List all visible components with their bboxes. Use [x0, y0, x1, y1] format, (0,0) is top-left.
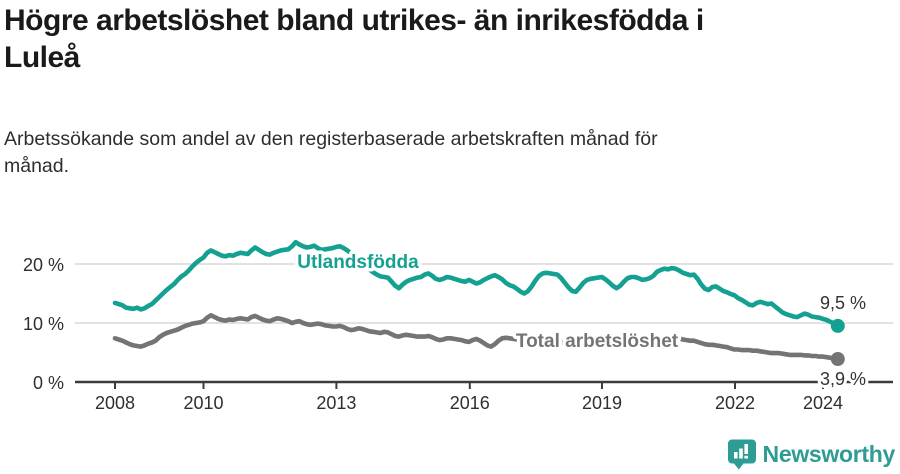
y-tick-10: 10 % [23, 314, 64, 334]
chart-subtitle: Arbetssökande som andel av den registerb… [4, 126, 764, 180]
end-dot-total [830, 352, 845, 366]
end-value-utlandsfodda: 9,5 % [820, 293, 866, 313]
chart-subtitle-line2: månad. [4, 155, 70, 177]
line-utlandsfodda [112, 239, 841, 329]
x-axis-ticks [114, 382, 824, 389]
newsworthy-logo[interactable]: Newsworthy [727, 439, 896, 470]
x-tick-2008: 2008 [95, 393, 135, 413]
chart-title: Högre arbetslöshet bland utrikes- än inr… [4, 2, 896, 76]
series-label-total-arbetsloshet: Total arbetslöshet [516, 331, 679, 352]
series-label-utlandsfodda: Utlandsfödda [297, 252, 419, 273]
chart-title-line2: Luleå [4, 41, 80, 74]
line-chart: Utlandsfödda Total arbetslöshet 9,5 % 3,… [23, 239, 893, 413]
x-tick-2024: 2024 [803, 393, 843, 413]
newsworthy-icon [727, 439, 756, 470]
x-tick-2019: 2019 [582, 393, 622, 413]
x-tick-2022: 2022 [715, 393, 755, 413]
line-total-arbetsloshet [112, 313, 841, 362]
y-tick-20: 20 % [23, 255, 64, 275]
x-tick-2010: 2010 [183, 393, 223, 413]
end-dot-utlandsfodda [830, 318, 845, 333]
x-tick-2013: 2013 [316, 393, 356, 413]
end-value-total: 3,9 % [820, 369, 866, 389]
chart-subtitle-line1: Arbetssökande som andel av den registerb… [4, 128, 658, 150]
newsworthy-wordmark: Newsworthy [762, 441, 896, 467]
chart-title-line1: Högre arbetslöshet bland utrikes- än inr… [4, 4, 704, 37]
y-tick-0: 0 % [33, 373, 64, 393]
x-tick-2016: 2016 [450, 393, 490, 413]
